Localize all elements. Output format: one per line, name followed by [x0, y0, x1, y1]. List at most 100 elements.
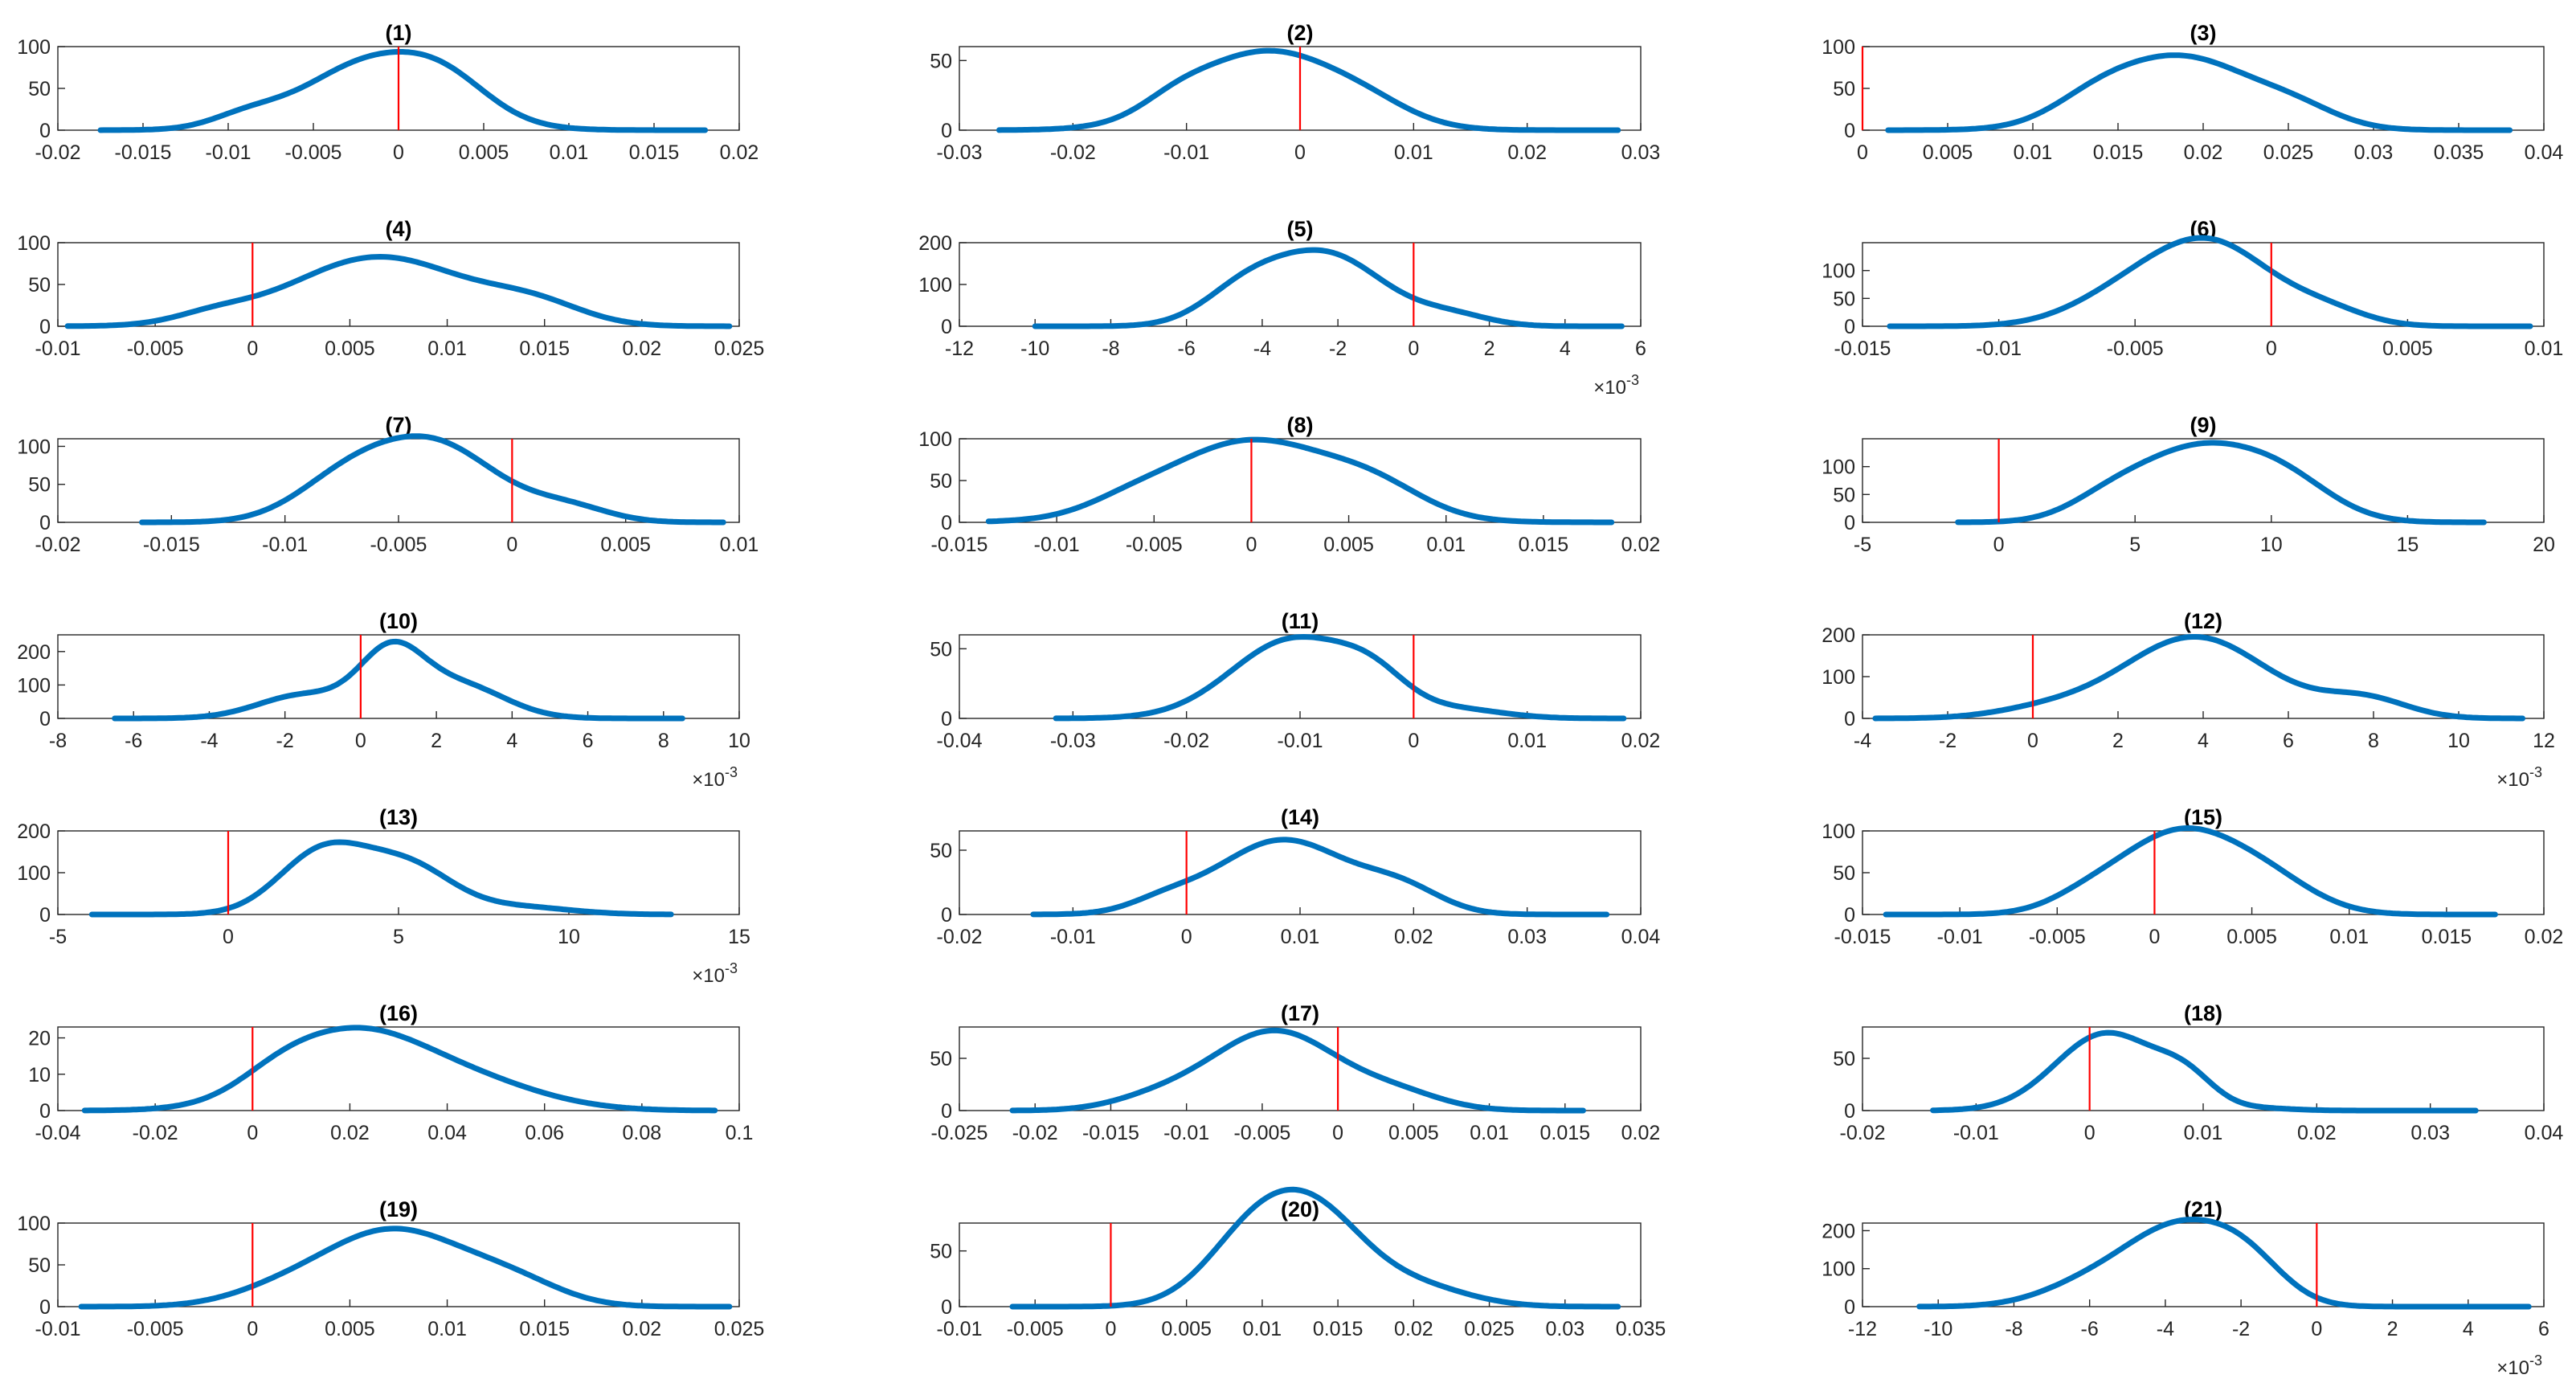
x-exponent-label: ×10-3: [2496, 764, 2542, 791]
x-tick-label: 0.01: [1394, 141, 1433, 164]
x-tick-label: 0.035: [2434, 141, 2484, 164]
y-tick-label: 100: [17, 36, 51, 59]
subplot-title: (13): [379, 805, 418, 829]
density-curve: [88, 839, 674, 918]
x-tick-label: 0.04: [2525, 1122, 2564, 1144]
x-tick-label: 0.08: [623, 1122, 662, 1144]
y-tick-label: 100: [17, 1213, 51, 1235]
y-tick-label: 100: [1822, 36, 1855, 59]
y-tick-label: 0: [1844, 1296, 1855, 1319]
x-tick-label: 0: [1181, 926, 1192, 948]
x-tick-label: 0.01: [720, 534, 759, 556]
x-tick-label: -0.005: [285, 141, 342, 164]
x-tick-label: -0.01: [1050, 926, 1096, 948]
x-tick-label: 0.03: [1621, 141, 1661, 164]
x-tick-label: -0.01: [1976, 338, 2022, 360]
x-tick-label: 0: [1857, 141, 1868, 164]
y-tick-label: 0: [941, 512, 952, 534]
x-tick-label: 0: [1408, 338, 1419, 360]
x-exponent-label: ×10-3: [1593, 372, 1639, 399]
x-tick-label: 0.015: [2422, 926, 2472, 948]
y-tick-label: 0: [941, 1296, 952, 1319]
x-tick-label: -0.01: [206, 141, 251, 164]
subplot-16: (16) 0 10 20 -0.04 -0.02 0 0.02 0.04 0.06 0.08 0.1: [28, 1001, 753, 1144]
x-tick-label: -6: [125, 730, 142, 752]
x-tick-label: -2: [2232, 1318, 2250, 1340]
y-tick-label: 0: [39, 708, 51, 730]
density-curve: [1955, 440, 2487, 526]
x-tick-label: -8: [2005, 1318, 2022, 1340]
subplot-title: (20): [1281, 1197, 1319, 1221]
y-tick-label: 50: [28, 274, 51, 297]
subplot-15: (15) 0 50 100 -0.015 -0.01 -0.005 0 0.005 0.01 0.0…: [1822, 805, 2563, 948]
axes-frame: [57, 242, 740, 327]
subplot-title: (10): [379, 609, 418, 633]
subplot-title: (2): [1287, 21, 1314, 45]
y-tick-label: 50: [1833, 288, 1855, 310]
x-tick-label: 0: [1105, 1318, 1116, 1340]
x-tick-label: 0.02: [1621, 730, 1661, 752]
x-tick-label: 0.02: [2297, 1122, 2337, 1144]
x-tick-label: 0.02: [330, 1122, 370, 1144]
axes-frame: [57, 830, 740, 915]
x-tick-label: 0.02: [1394, 1318, 1433, 1340]
y-tick-label: 0: [941, 316, 952, 338]
x-tick-label: 0.02: [1621, 534, 1661, 556]
x-tick-label: 0.06: [525, 1122, 564, 1144]
y-tick-label: 50: [28, 1254, 51, 1277]
x-tick-label: 0.01: [1470, 1122, 1509, 1144]
x-tick-label: 0.03: [1507, 926, 1547, 948]
x-tick-label: 4: [2198, 730, 2209, 752]
y-tick-label: 100: [1822, 456, 1855, 479]
y-tick-label: 200: [1822, 1220, 1855, 1242]
x-tick-label: -2: [276, 730, 294, 752]
x-tick-label: 0.015: [519, 1318, 570, 1340]
axes-frame: [1862, 242, 2545, 327]
axes-frame: [1862, 634, 2545, 719]
axes-frame: [959, 830, 1642, 915]
x-tick-label: -4: [1253, 338, 1271, 360]
x-tick-label: -0.02: [937, 926, 983, 948]
x-tick-label: 0.005: [600, 534, 651, 556]
x-tick-label: 0: [247, 1318, 258, 1340]
y-tick-label: 50: [930, 470, 952, 493]
x-tick-label: 0.01: [427, 1318, 467, 1340]
x-tick-label: -0.005: [2107, 338, 2164, 360]
subplot-7: (7) 0 50 100 -0.02 -0.015 -0.01 -0.005 0 0.005 0.0…: [17, 413, 758, 556]
subplot-17: (17) 0 50 -0.025 -0.02 -0.015 -0.01 -0.005 0 0.00…: [930, 1001, 1660, 1144]
x-tick-label: 0.025: [1464, 1318, 1515, 1340]
density-curve: [985, 436, 1615, 526]
x-tick-label: -0.005: [370, 534, 427, 556]
x-tick-label: 0.02: [1507, 141, 1547, 164]
x-tick-label: 0: [2027, 730, 2038, 752]
x-tick-label: 0: [2149, 926, 2160, 948]
x-tick-label: 0.02: [623, 1318, 662, 1340]
x-tick-label: 2: [1484, 338, 1495, 360]
y-tick-label: 100: [1822, 260, 1855, 283]
y-tick-label: 100: [17, 232, 51, 255]
x-tick-label: -0.03: [937, 141, 983, 164]
subplot-title: (8): [1287, 413, 1314, 437]
y-tick-label: 0: [1844, 708, 1855, 730]
density-curve: [1030, 837, 1610, 918]
x-tick-label: 0: [355, 730, 366, 752]
x-tick-label: -0.02: [1050, 141, 1096, 164]
density-curve: [1930, 1029, 2479, 1114]
subplot-18: (18) 0 50 -0.02 -0.01 0 0.01 0.02 0.03 0.04: [1833, 1001, 2563, 1144]
x-tick-label: 0: [1408, 730, 1419, 752]
x-tick-label: 0.01: [550, 141, 589, 164]
subplot-title: (4): [386, 217, 412, 241]
axes-frame: [1862, 438, 2545, 523]
x-tick-label: -4: [2157, 1318, 2174, 1340]
density-curve: [1883, 825, 2498, 918]
y-tick-label: 20: [28, 1028, 51, 1050]
x-tick-label: 5: [2129, 534, 2141, 556]
x-tick-label: 12: [2533, 730, 2555, 752]
x-tick-label: 0: [1993, 534, 2005, 556]
x-tick-label: -0.015: [1834, 926, 1891, 948]
x-tick-label: 0.02: [2184, 141, 2223, 164]
axes-frame: [1862, 1222, 2545, 1307]
y-tick-label: 50: [1833, 862, 1855, 885]
